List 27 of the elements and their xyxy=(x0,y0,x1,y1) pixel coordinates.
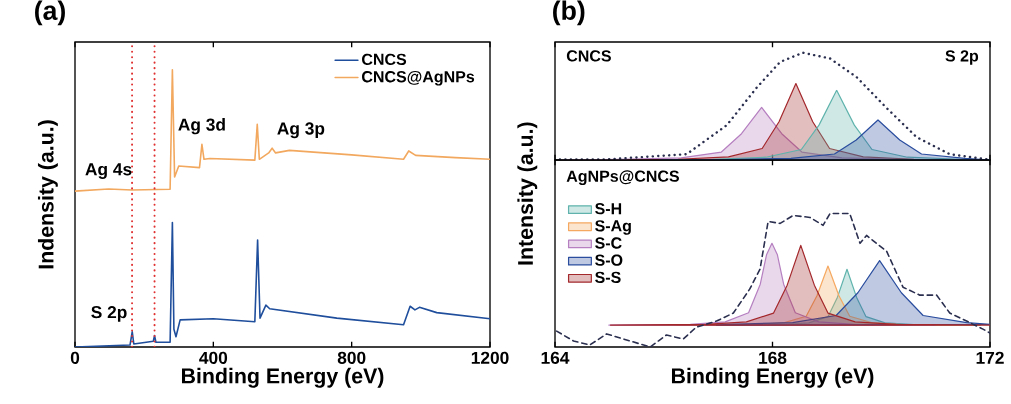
x-tick-label: 1200 xyxy=(471,351,509,364)
y-axis-title: Indensity (a.u.) xyxy=(37,120,58,269)
legend-label: S-C xyxy=(595,237,622,249)
y-axis-title: Intensity (a.u.) xyxy=(517,122,538,265)
legend-label: S-Ag xyxy=(595,220,631,235)
x-tick-label: 168 xyxy=(759,351,787,364)
x-tick-label: 164 xyxy=(541,351,570,364)
annotation: Ag 3p xyxy=(277,122,325,139)
legend-label: S-S xyxy=(595,271,621,283)
x-tick-label: 800 xyxy=(337,351,366,364)
annotation: S 2p xyxy=(91,306,127,322)
annotation: CNCS xyxy=(566,50,611,62)
legend-label: S-H xyxy=(595,203,622,215)
chart-title: (b) xyxy=(553,0,585,26)
x-tick-label: 172 xyxy=(976,351,1004,364)
annotation: Ag 3d xyxy=(178,118,225,135)
legend-label: S-O xyxy=(595,254,623,266)
text: AgNPs@CNCS xyxy=(566,170,679,186)
annotation: S 2p xyxy=(945,50,979,65)
annotation: Ag 4s xyxy=(85,163,132,179)
x-axis-title: Binding Energy (eV) xyxy=(671,367,874,388)
chart-title: (a) xyxy=(35,0,65,26)
x-tick-label: 0 xyxy=(70,351,80,364)
legend-label: CNCS xyxy=(362,53,407,66)
legend-label: CNCS@AgNPs xyxy=(362,70,475,86)
x-tick-label: 400 xyxy=(199,351,228,364)
x-axis-title: Binding Energy (eV) xyxy=(181,367,384,388)
